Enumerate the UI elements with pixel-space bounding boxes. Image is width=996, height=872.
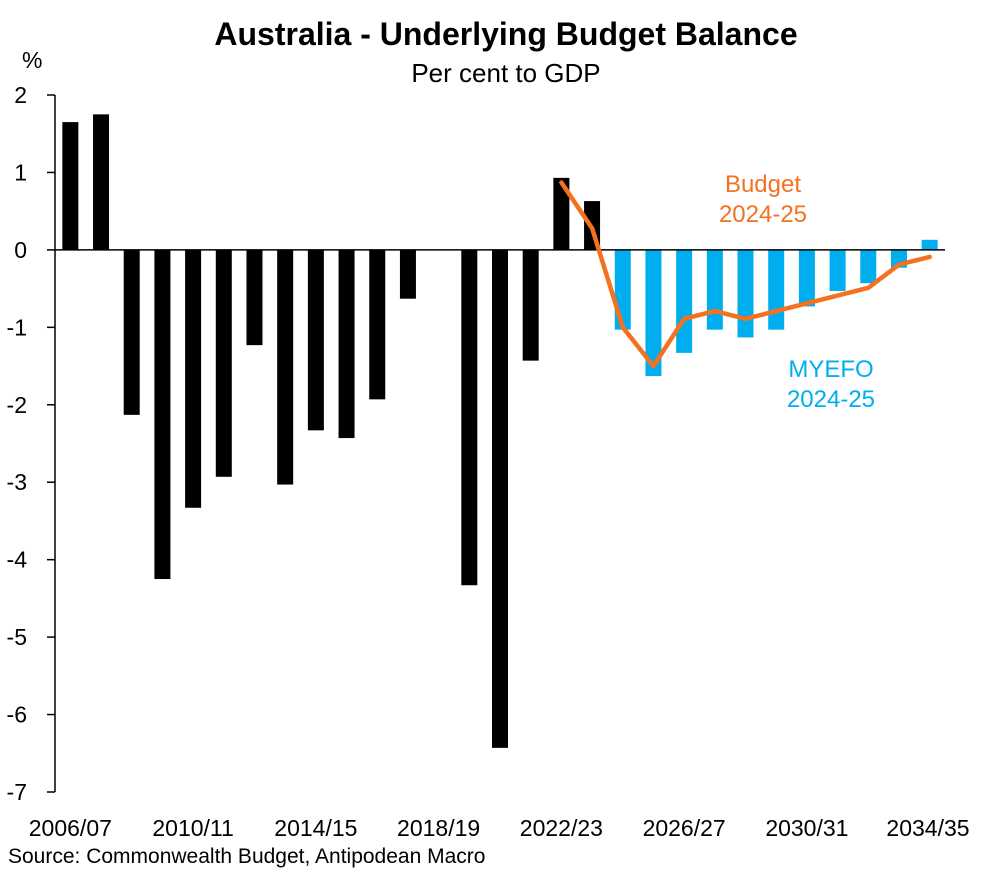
bar-actual-2009-10 [154, 249, 171, 580]
chart-title: Australia - Underlying Budget Balance [214, 16, 798, 52]
x-tick-label: 2034/35 [886, 815, 969, 841]
chart-subtitle: Per cent to GDP [411, 58, 601, 88]
bar-actual-2014-15 [307, 249, 324, 431]
bar-myefo-2024-25-2034-35 [921, 239, 938, 250]
y-tick-label: -3 [7, 469, 27, 495]
bar-actual-2007-08 [93, 114, 110, 250]
bar-actual-2015-16 [338, 249, 355, 439]
bar-actual-2016-17 [369, 249, 386, 400]
bar-actual-2008-09 [123, 249, 140, 415]
x-tick-label: 2026/27 [643, 815, 726, 841]
x-tick-label: 2006/07 [29, 815, 112, 841]
y-tick-label: -2 [7, 392, 27, 418]
myefo-annotation: MYEFO 2024-25 [766, 355, 896, 415]
budget-annotation: Budget 2024-25 [698, 170, 828, 230]
bar-actual-2017-18 [399, 249, 416, 299]
bar-actual-2022-23 [553, 177, 570, 250]
bar-myefo-2024-25-2029-30 [768, 249, 785, 330]
bar-myefo-2024-25-2027-28 [706, 249, 723, 330]
bar-actual-2021-22 [522, 249, 539, 361]
bar-myefo-2024-25-2031-32 [829, 249, 846, 291]
y-tick-label: -7 [7, 779, 27, 805]
x-tick-label: 2022/23 [520, 815, 603, 841]
line-budget-2024-25 [559, 180, 932, 369]
bar-actual-2013-14 [277, 249, 294, 485]
x-tick-label: 2014/15 [274, 815, 357, 841]
y-tick-label: -6 [7, 702, 27, 728]
bar-myefo-2024-25-2028-29 [737, 249, 754, 338]
x-tick-label: 2018/19 [397, 815, 480, 841]
bar-myefo-2024-25-2024-25 [614, 249, 631, 330]
source-note: Source: Commonwealth Budget, Antipodean … [8, 845, 486, 868]
x-tick-label: 2010/11 [152, 815, 233, 841]
bar-actual-2012-13 [246, 249, 263, 346]
myefo-annotation-line1: MYEFO [788, 356, 874, 383]
bar-myefo-2024-25-2030-31 [798, 249, 815, 307]
bar-myefo-2024-25-2026-27 [676, 249, 693, 353]
myefo-annotation-line2: 2024-25 [786, 386, 876, 413]
x-tick-label: 2030/31 [765, 815, 848, 841]
y-tick-label: -4 [7, 547, 28, 573]
y-tick-label: -1 [7, 314, 27, 340]
bar-actual-2020-21 [492, 249, 508, 748]
bar-actual-2019-20 [461, 249, 478, 586]
y-tick-label: -5 [7, 624, 27, 650]
y-tick-label: 2 [14, 82, 27, 108]
bar-myefo-2024-25-2025-26 [645, 249, 662, 377]
y-tick-label: 0 [14, 237, 27, 263]
bar-actual-2011-12 [215, 249, 232, 477]
budget-annotation-line2: 2024-25 [718, 201, 808, 228]
bar-actual-2010-11 [185, 249, 202, 508]
y-tick-label: 1 [14, 159, 27, 185]
y-axis-unit-label: % [22, 47, 43, 73]
bar-myefo-2024-25-2032-33 [860, 249, 877, 284]
budget-annotation-line1: Budget [724, 171, 802, 198]
bar-actual-2006-07 [62, 122, 79, 250]
